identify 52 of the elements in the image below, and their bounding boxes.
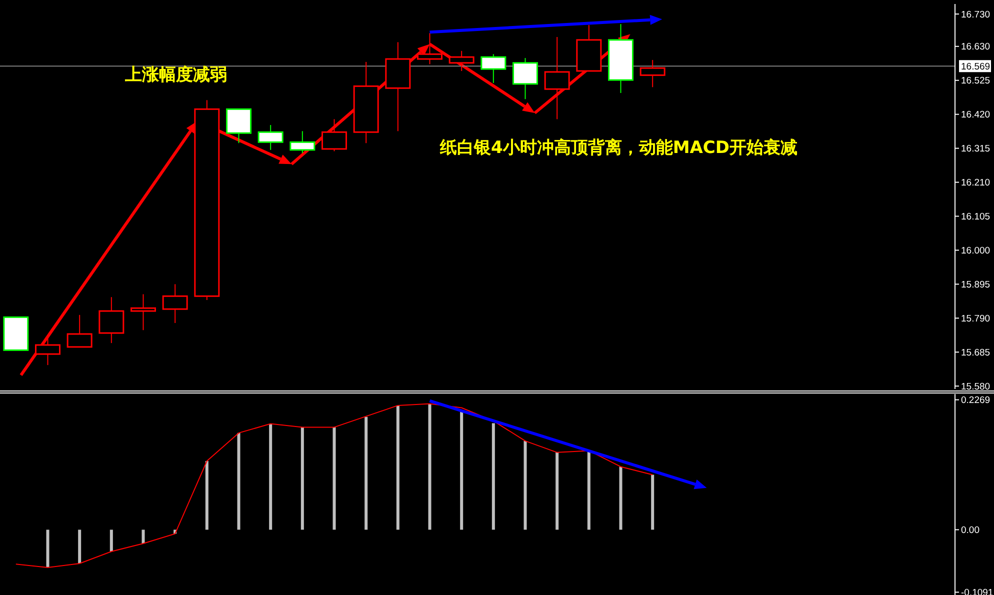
line-series <box>15 403 654 568</box>
candlestick <box>544 36 570 120</box>
candlestick <box>512 58 538 100</box>
bar <box>142 530 145 544</box>
y-tick-label: 0.00 <box>961 525 980 536</box>
bar <box>396 405 400 530</box>
y-tick-label: 16.525 <box>961 76 990 87</box>
y-tick-label: 16.210 <box>961 178 990 189</box>
y-tick-label: 15.790 <box>961 313 990 324</box>
y-tick-label: 16.730 <box>961 9 990 20</box>
candlestick <box>130 294 156 331</box>
y-tick-label: 16.630 <box>961 42 990 53</box>
y-tick-label: 15.580 <box>961 381 990 392</box>
candlestick <box>290 130 316 154</box>
bar <box>237 432 240 530</box>
annotation: 纸白银4小时冲高顶背离，动能MACD开始衰减 <box>439 138 798 158</box>
ref-line-label: 16.569 <box>961 61 990 72</box>
y-tick-label: 15.895 <box>961 280 990 290</box>
bar <box>300 427 304 530</box>
candlestick <box>480 54 506 84</box>
bar <box>110 530 113 552</box>
bar <box>619 466 622 530</box>
bar <box>205 461 208 530</box>
candlestick <box>417 32 442 65</box>
y-tick-label: 16.315 <box>961 144 990 155</box>
candlestick <box>162 284 188 324</box>
candlestick <box>322 118 347 152</box>
y-tick-label: 15.685 <box>961 347 990 358</box>
bar <box>587 451 590 530</box>
candlestick <box>226 108 252 144</box>
candlestick <box>98 296 124 344</box>
bar <box>556 452 559 530</box>
bar <box>524 440 527 530</box>
bar <box>651 474 654 530</box>
annotation: 上涨幅度减弱 <box>124 65 227 85</box>
candlestick <box>258 124 284 150</box>
bar <box>428 404 432 530</box>
y-tick-label: 16.420 <box>961 110 990 121</box>
candlestick <box>66 314 92 348</box>
bar <box>332 427 336 530</box>
bar <box>492 423 495 530</box>
candlestick <box>448 50 474 72</box>
candlestick <box>35 336 60 366</box>
bar <box>460 410 464 530</box>
y-tick-label: 16.000 <box>961 246 990 257</box>
bar <box>78 530 82 564</box>
y-tick-label: 0.2269 <box>961 395 990 406</box>
bar <box>46 530 50 568</box>
bar <box>364 416 368 530</box>
candlestick <box>640 59 666 88</box>
bar <box>269 424 272 530</box>
y-tick-label: 16.105 <box>961 212 990 223</box>
